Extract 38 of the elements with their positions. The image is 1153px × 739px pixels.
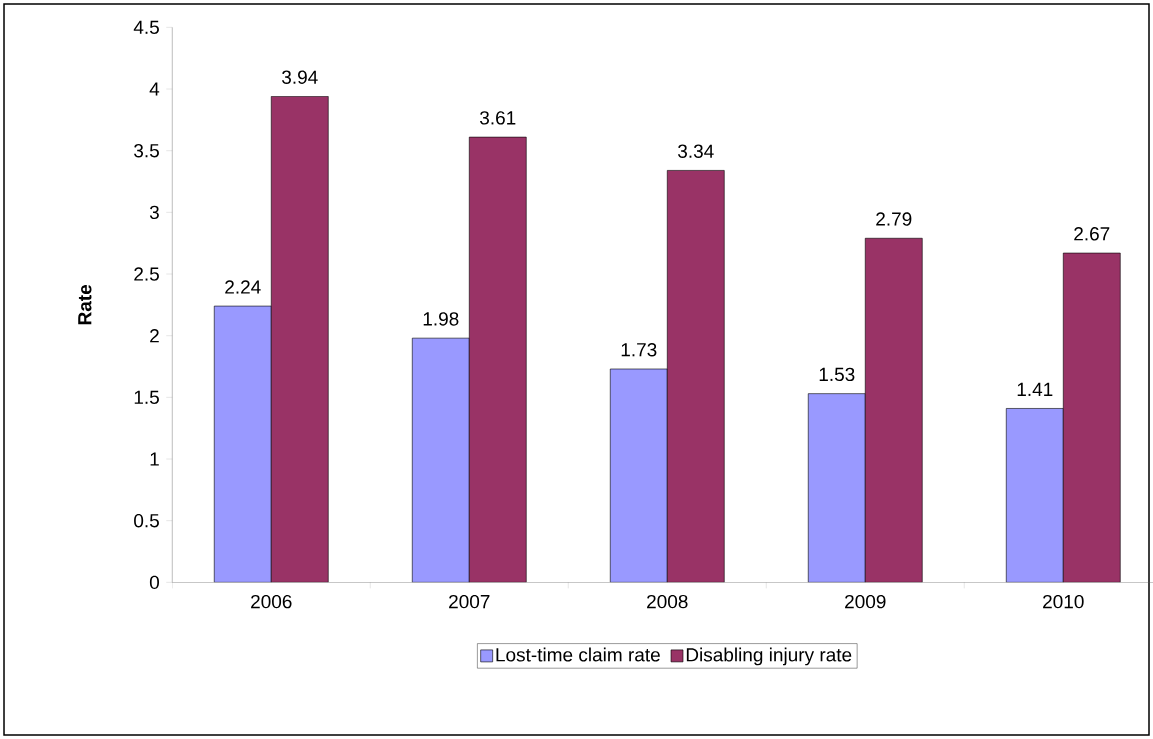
x-tick-label: 2007 (449, 594, 490, 609)
x-tick-label: 2010 (1043, 594, 1084, 609)
y-tick-label: 2.5 (134, 267, 159, 281)
bar (666, 170, 725, 583)
bar (270, 96, 329, 583)
bar (864, 237, 923, 583)
y-tick-label: 3 (149, 205, 159, 220)
bar (411, 337, 470, 583)
y-tick-label: 4.5 (133, 20, 159, 34)
y-tick-label: 1 (150, 452, 159, 466)
x-tick-label: 2006 (251, 594, 292, 609)
bar (1005, 408, 1064, 583)
bar (213, 305, 272, 583)
x-tick-label: 2009 (845, 594, 886, 609)
bar (807, 393, 866, 583)
x-tick-label: 2008 (647, 594, 688, 609)
data-label: 2.67 (1074, 227, 1110, 241)
y-tick-label: 0 (149, 575, 159, 590)
bar (609, 368, 668, 583)
data-label: 1.41 (1017, 382, 1053, 396)
y-tick-label: 2 (150, 329, 159, 343)
y-axis-title: Rate (78, 284, 92, 325)
legend-label: Disabling injury rate (686, 647, 852, 666)
y-tick-label: 0.5 (134, 513, 159, 528)
y-tick-label: 1.5 (134, 390, 159, 404)
data-label: 1.73 (621, 343, 657, 357)
data-label: 1.53 (819, 367, 855, 382)
legend-label: Lost-time claim rate (496, 647, 660, 662)
data-label: 3.94 (282, 70, 318, 84)
bar (1062, 252, 1121, 583)
y-tick-label: 4 (149, 82, 160, 96)
data-label: 3.34 (677, 144, 714, 158)
bar (468, 136, 527, 583)
data-label: 2.24 (225, 280, 261, 294)
data-label: 2.79 (876, 212, 912, 226)
data-label: 1.98 (423, 312, 459, 326)
data-label: 3.61 (480, 111, 516, 125)
y-tick-label: 3.5 (134, 143, 159, 158)
